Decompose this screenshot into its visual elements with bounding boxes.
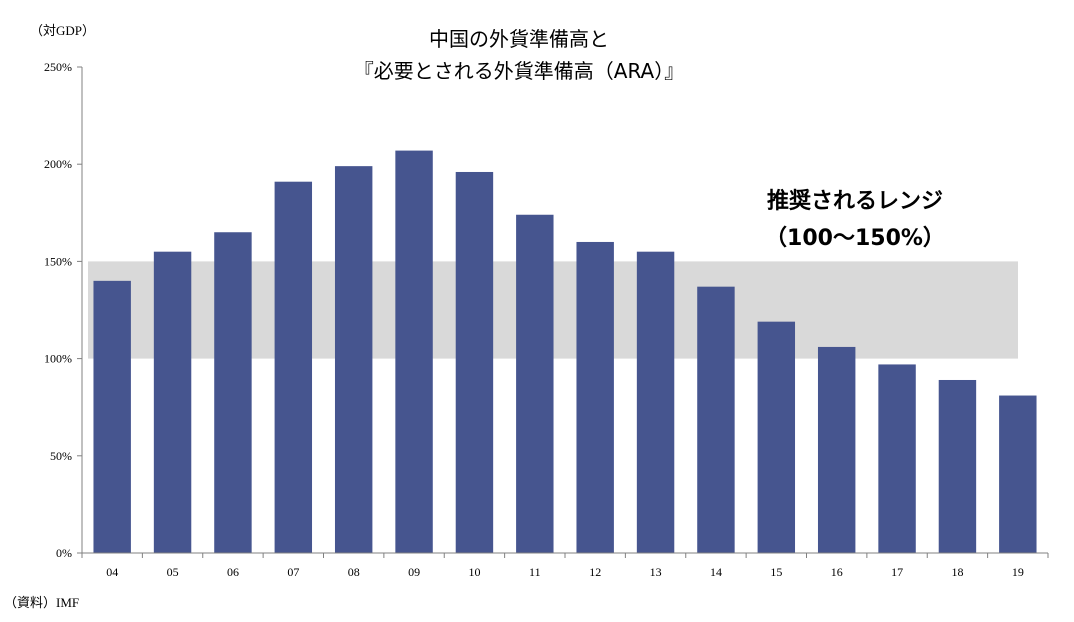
x-tick-label-12: 12 [589,565,601,579]
x-tick-label-07: 07 [287,565,299,579]
bar-18 [938,379,977,553]
bar-05 [153,251,192,553]
chart-title-line-1: 中国の外貨準備高と [429,27,609,51]
bars-layer [93,150,1037,554]
y-tick-label: 100% [44,352,72,366]
x-tick-label-10: 10 [468,565,480,579]
bar-04 [93,280,131,553]
x-tick-label-08: 08 [348,565,360,579]
band-label-line-2: （100～150%） [765,226,945,251]
bar-08 [334,166,373,554]
x-tick-label-16: 16 [831,565,843,579]
bar-19 [999,395,1037,553]
x-tick-label-19: 19 [1012,565,1024,579]
bar-15 [757,321,796,553]
y-tick-label: 50% [50,449,72,463]
x-tick-label-04: 04 [106,565,118,579]
bar-17 [878,364,916,553]
y-tick-label: 250% [44,60,72,74]
y-axis-unit-label: （対GDP） [30,23,95,38]
chart-title-line-2: 『必要とされる外貨準備高（ARA）』 [354,59,684,83]
x-tick-label-09: 09 [408,565,420,579]
x-tick-label-18: 18 [951,565,963,579]
bar-09 [395,150,433,554]
x-tick-label-05: 05 [167,565,179,579]
x-tick-label-14: 14 [710,565,722,579]
labels-layer: 0% 50% 100% 150% 200% 250% 04 05 06 07 08 09 10 11 12 1… [44,60,1024,579]
y-tick-label: 200% [44,157,72,171]
x-tick-label-17: 17 [891,565,903,579]
source-note: （資料）IMF [4,595,79,610]
band-label-line-1: 推奨されるレンジ [767,189,943,214]
bar-16 [817,346,856,553]
bar-12 [576,241,614,553]
bar-06 [214,232,252,554]
x-tick-label-13: 13 [650,565,662,579]
y-tick-label: 150% [44,254,72,268]
y-tick-label: 0% [56,546,72,560]
x-tick-label-06: 06 [227,565,239,579]
bar-10 [455,171,494,553]
bar-14 [697,286,735,553]
bar-13 [636,251,675,553]
bar-07 [274,181,313,554]
axes-layer [77,66,1049,558]
x-tick-label-15: 15 [770,565,782,579]
x-tick-label-11: 11 [529,565,541,579]
bar-11 [516,214,554,553]
